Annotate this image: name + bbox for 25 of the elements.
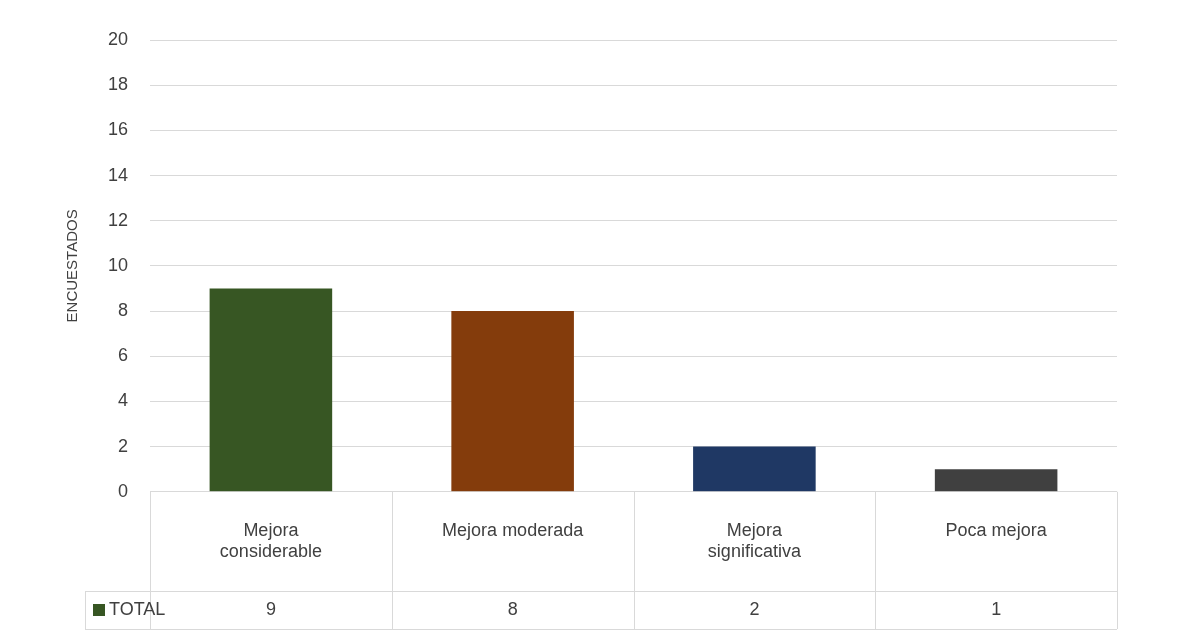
y-tick-label: 20 <box>107 28 129 49</box>
y-tick-label: 0 <box>118 480 129 501</box>
y-tick-label: 4 <box>118 390 129 411</box>
y-tick-label: 14 <box>107 164 129 185</box>
y-tick-label: 2 <box>118 435 129 456</box>
bar <box>209 288 333 492</box>
y-tick-label: 12 <box>107 209 129 230</box>
y-tick-label: 16 <box>107 119 129 140</box>
data-label: 8 <box>507 598 518 619</box>
x-tick-label: Mejora moderada <box>442 519 585 540</box>
x-tick-label: Mejora significativa <box>707 519 802 562</box>
bar <box>451 311 574 492</box>
y-axis-title: ENCUESTADOS <box>63 209 81 323</box>
data-label: 9 <box>265 598 276 619</box>
bar <box>934 469 1058 492</box>
data-label: 1 <box>991 598 1002 619</box>
y-tick-label: 18 <box>107 74 129 95</box>
legend-label: TOTAL <box>109 598 166 619</box>
x-tick-label: Poca mejora <box>945 519 1048 540</box>
y-tick-label: 10 <box>107 254 129 275</box>
x-tick-label: Mejora considerable <box>219 519 322 562</box>
y-tick-label: 6 <box>118 345 129 366</box>
bar <box>693 446 816 492</box>
data-label: 2 <box>749 598 760 619</box>
y-tick-label: 8 <box>118 300 129 321</box>
